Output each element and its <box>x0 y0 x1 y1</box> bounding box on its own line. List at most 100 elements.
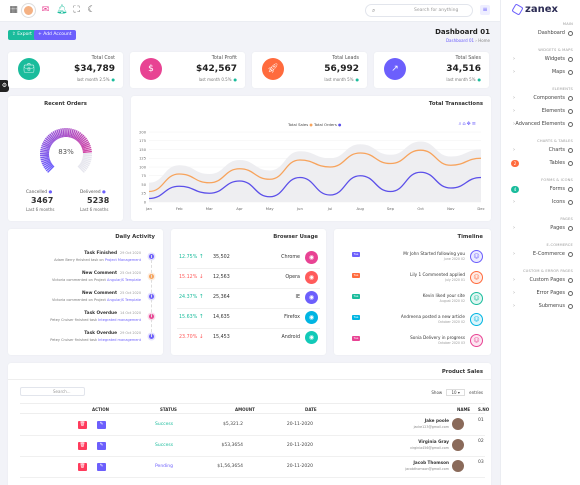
timeline-date: October 2020 02 <box>438 320 465 324</box>
column-header[interactable]: DATE <box>305 407 317 412</box>
delivered-sub: Last 6 months <box>80 207 109 212</box>
gauge-tick <box>67 128 70 138</box>
sidebar-item-e-commerce[interactable]: E-Commerce <box>533 251 573 257</box>
activity-link[interactable]: AngularJS Template <box>107 278 141 282</box>
timeline-avatar-icon[interactable]: ☺ <box>470 271 483 284</box>
edit-button[interactable]: ✎ <box>97 463 106 471</box>
settings-gear-icon[interactable]: ⚙ <box>0 80 9 92</box>
legend-item[interactable]: Total Sales <box>288 122 309 127</box>
column-header[interactable]: S.NO <box>478 407 490 412</box>
breadcrumb-item[interactable]: Home <box>478 38 490 43</box>
sidebar-item-forms[interactable]: Forms <box>550 186 573 192</box>
sidebar-item-error-pages[interactable]: Error Pages <box>537 290 573 296</box>
activity-desc: Victoria commented on Project <box>51 298 106 302</box>
gauge-tick <box>82 154 92 157</box>
gauge-tick <box>82 157 92 161</box>
sidebar-heading: MAIN <box>562 22 573 26</box>
sidebar-item-advanced-elements[interactable]: Advanced Elements <box>515 121 573 127</box>
activity-link[interactable]: Integrated management <box>98 338 141 342</box>
sidebar-item-maps[interactable]: Maps <box>552 69 573 75</box>
column-header[interactable]: STATUS <box>160 407 177 412</box>
sidebar-item-pages[interactable]: Pages <box>550 225 573 231</box>
arrow-up-icon: ↑ <box>199 294 204 300</box>
stat-sub: last month 2.5% <box>76 77 110 82</box>
delete-button[interactable]: 🗑︎ <box>78 442 87 450</box>
sidebar-item-label: Elements <box>541 108 565 114</box>
activity-link[interactable]: Integrated management <box>98 318 141 322</box>
timeline-avatar-icon[interactable]: ☺ <box>470 334 483 347</box>
activity-title: New Comment <box>81 291 118 296</box>
table-search-input[interactable]: Search... <box>20 387 85 396</box>
timeline-avatar-icon[interactable]: ☺ <box>470 250 483 263</box>
grid-menu-icon[interactable]: ▦ <box>9 5 18 15</box>
edit-button[interactable]: ✎ <box>97 421 106 429</box>
timeline-avatar-icon[interactable]: ☺ <box>470 292 483 305</box>
add-account-button[interactable]: + Add Account <box>34 30 76 40</box>
serial-number: 03 <box>478 460 484 465</box>
briefcase-icon: 💼︎ <box>18 58 40 80</box>
column-header[interactable]: ACTION <box>92 407 109 412</box>
status-dot-icon: ● <box>355 77 360 82</box>
layout-icon <box>568 121 573 127</box>
avatar[interactable] <box>22 4 35 17</box>
gauge-tick <box>40 158 51 163</box>
chat-icon[interactable]: ✉ <box>41 5 50 15</box>
card-title: Browser Usage <box>273 234 318 240</box>
bell-icon[interactable]: 🔔︎ <box>56 5 68 15</box>
export-button[interactable]: ⇪ Export <box>8 30 36 40</box>
search-input[interactable]: ⌕ Search for anything <box>365 4 473 17</box>
gauge-tick <box>80 162 89 169</box>
edit-button[interactable]: ✎ <box>97 442 106 450</box>
activity-link[interactable]: Project Management <box>104 258 141 262</box>
gauge-tick <box>76 133 83 142</box>
brand-logo[interactable]: zanex <box>525 4 558 15</box>
chevron-right-icon: › <box>513 56 515 62</box>
card-title: Timeline <box>457 234 483 240</box>
activity-link[interactable]: AngularJS Template <box>107 298 141 302</box>
sidebar-item-dashboard[interactable]: Dashboard <box>538 30 573 36</box>
sidebar-item-elements[interactable]: Elements <box>542 108 573 114</box>
gauge-tick <box>78 136 86 144</box>
sidebar-item-icons[interactable]: Icons <box>552 199 573 205</box>
activity-title: New Comment <box>81 271 118 276</box>
count-badge: 2 <box>511 160 519 167</box>
customer-email: virginia456@gmail.com <box>409 446 449 450</box>
breadcrumb-item[interactable]: Dashboard 01 <box>445 38 475 43</box>
activity-date: 25 Oct 2020 <box>120 271 141 275</box>
delete-button[interactable]: 🗑︎ <box>78 421 87 429</box>
y-tick-label: 50 <box>141 183 146 187</box>
gauge-tick <box>50 132 57 141</box>
browser-usage-card: Browser Usage 12.75% ↑ 35,502 Chrome ◉ 15.12%… <box>171 229 326 355</box>
stat-card: 🚀︎ Total Leads 56,992 last month 5% ● <box>252 52 367 88</box>
chevron-right-icon: › <box>513 69 515 75</box>
y-tick-label: 175 <box>139 139 146 143</box>
legend-item[interactable]: Total Orders <box>313 122 337 127</box>
column-header[interactable]: NAME <box>457 407 471 412</box>
card-title: Product Sales <box>441 369 483 375</box>
entries-select[interactable]: 10 ▾ <box>446 389 465 396</box>
sidebar-toggle-icon[interactable]: ≡ <box>480 5 490 15</box>
sidebar-item-tables[interactable]: Tables <box>549 160 573 166</box>
browser-percent: 24.37% <box>179 295 198 300</box>
chevron-right-icon: › <box>513 277 515 283</box>
moon-icon[interactable]: ☾ <box>87 5 96 15</box>
delete-button[interactable]: 🗑︎ <box>78 463 87 471</box>
sidebar-item-charts[interactable]: Charts <box>549 147 573 153</box>
sidebar-item-components[interactable]: Components <box>533 95 573 101</box>
pan-icon[interactable]: ✥ <box>466 121 472 127</box>
date-cell: 20-11-2020 <box>286 422 313 427</box>
chevron-right-icon: › <box>513 147 515 153</box>
timeline-avatar-icon[interactable]: ☺ <box>470 313 483 326</box>
gauge-tick <box>72 130 78 139</box>
day-badge: Tue <box>352 273 360 278</box>
activity-title: Task Overdue <box>84 311 118 316</box>
dollar-icon: $ <box>140 58 162 80</box>
column-header[interactable]: AMOUNT <box>235 407 255 412</box>
fullscreen-icon[interactable]: ⛶ <box>73 5 80 15</box>
zoom-icon[interactable]: ⌕ <box>458 121 463 127</box>
sidebar-item-custom-pages[interactable]: Custom Pages <box>530 277 573 283</box>
home-icon[interactable]: ⌂ <box>462 121 467 127</box>
download-icon[interactable]: ≡ <box>471 121 477 127</box>
sidebar-item-submenus[interactable]: Submenus <box>539 303 573 309</box>
sidebar-item-widgets[interactable]: Widgets <box>545 56 573 62</box>
